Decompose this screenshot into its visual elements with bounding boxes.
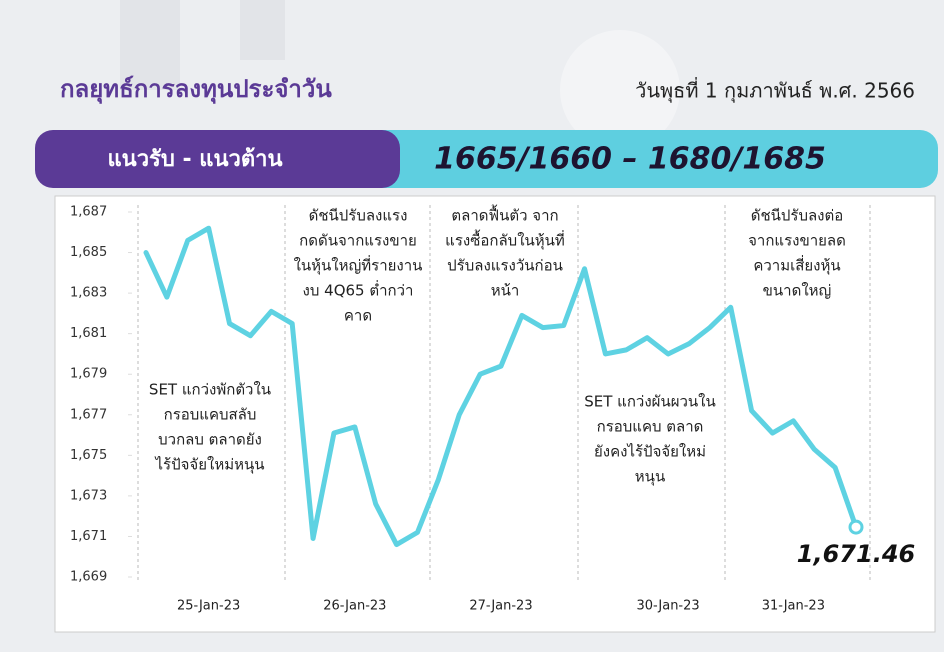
annotation: ความเสี่ยงหุ้น: [753, 255, 840, 276]
annotation: กรอบแคบสลับ: [164, 406, 257, 424]
annotation: คาด: [344, 307, 372, 325]
x-tick-label: 26-Jan-23: [323, 599, 386, 614]
annotation: แรงซื้อกลับในหุ้นที่: [445, 230, 565, 251]
banner-left: [35, 130, 400, 188]
title: กลยุทธ์การลงทุนประจำวัน: [60, 75, 332, 105]
chart-panel: [54, 195, 936, 633]
annotation: หน้า: [491, 282, 520, 300]
x-tick-label: 25-Jan-23: [177, 599, 240, 614]
separators: [137, 205, 871, 580]
banner-right: [360, 130, 938, 188]
annotation: กรอบแคบ ตลาด: [597, 418, 704, 436]
annotation: ตลาดฟื้นตัว จาก: [451, 205, 558, 225]
decor: [240, 0, 285, 60]
y-tick-label: 1,673: [70, 488, 107, 503]
annotation: ดัชนีปรับลงต่อ: [751, 207, 844, 225]
date: วันพุธที่ 1 กุมภาพันธ์ พ.ศ. 2566: [635, 77, 915, 104]
line: [143, 225, 859, 548]
decor: [560, 30, 680, 150]
annotation: ดัชนีปรับลงแรง: [309, 207, 408, 225]
annotation: หนุน: [635, 468, 665, 487]
y-tick-label: 1,683: [70, 286, 107, 301]
y-tick-label: 1,685: [70, 245, 107, 260]
y-tick-label: 1,671: [70, 529, 107, 544]
annotation: ในหุ้นใหญ่ที่รายงาน: [294, 255, 423, 276]
banner-levels: 1665/1660 – 1680/1685: [434, 142, 826, 177]
annotation: จากแรงขายลด: [748, 232, 846, 250]
y-tick-label: 1,679: [70, 367, 107, 382]
y-tick-label: 1,687: [70, 205, 107, 220]
annotation: SET แกว่งพักตัวใน: [149, 381, 271, 399]
y-tick-label: 1,675: [70, 448, 107, 463]
end-marker: [848, 519, 864, 535]
annotation: งบ 4Q65 ต่ำกว่า: [303, 280, 414, 300]
y-tick-label: 1,677: [70, 407, 107, 422]
value-label: 1,671.46: [797, 540, 915, 568]
annotation: กดดันจากแรงขาย: [299, 232, 417, 250]
annotation: ปรับลงแรงวันก่อน: [447, 257, 563, 275]
decor: [120, 0, 180, 90]
x-tick-label: 27-Jan-23: [469, 599, 532, 614]
annotation: ยังคงไร้ปัจจัยใหม่: [594, 443, 706, 461]
annotation: บวกลบ ตลาดยัง: [158, 431, 262, 449]
y-tick-label: 1,669: [70, 570, 107, 585]
banner-label: แนวรับ - แนวต้าน: [107, 147, 282, 172]
x-tick-label: 31-Jan-23: [762, 599, 825, 614]
y-tick-label: 1,681: [70, 326, 107, 341]
annotation: SET แกว่งผันผวนใน: [584, 393, 716, 411]
annotation: ไร้ปัจจัยใหม่หนุน: [155, 456, 265, 475]
annotation: ขนาดใหญ่: [763, 282, 832, 300]
x-tick-label: 30-Jan-23: [636, 599, 699, 614]
